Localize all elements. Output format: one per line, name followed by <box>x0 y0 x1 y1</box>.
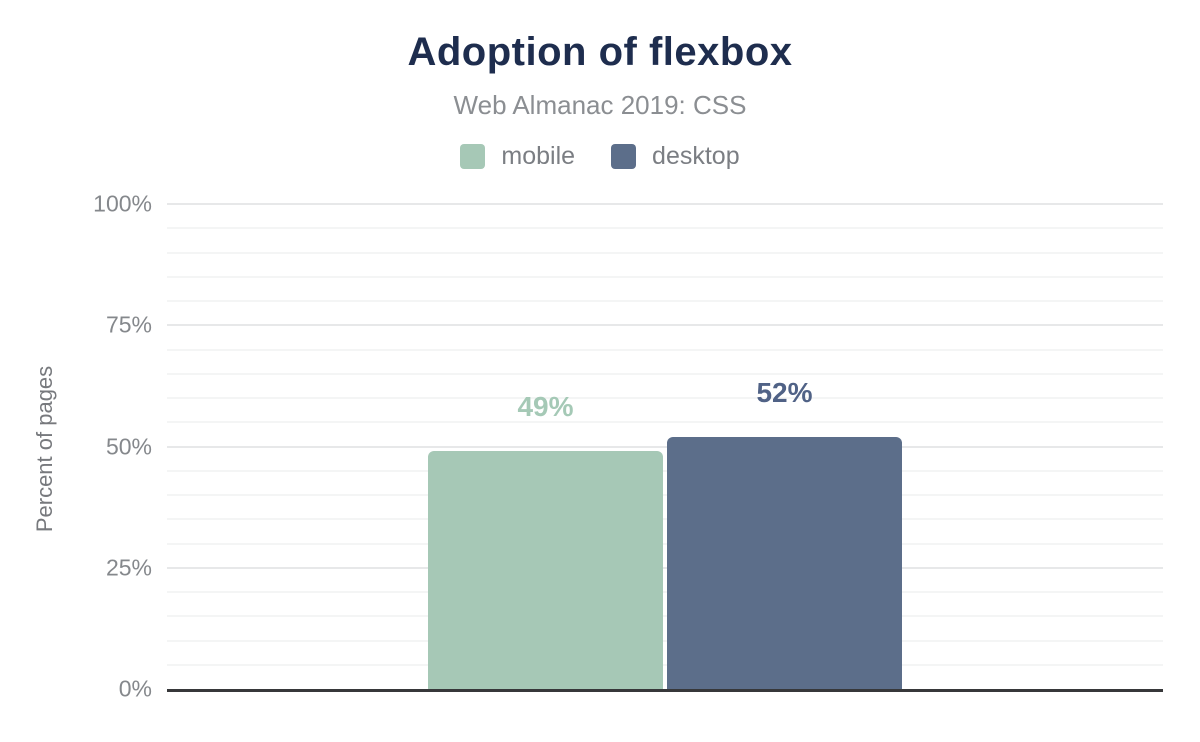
legend-label-desktop: desktop <box>652 142 740 170</box>
minor-gridline <box>167 348 1163 351</box>
major-gridline <box>167 445 1163 448</box>
chart-title: Adoption of flexbox <box>407 30 793 74</box>
minor-gridline <box>167 615 1163 618</box>
legend-item-desktop[interactable]: desktop <box>611 142 740 171</box>
legend-swatch-mobile <box>460 144 486 169</box>
legend: mobile desktop <box>0 142 1200 171</box>
y-tick-label: 75% <box>105 311 152 338</box>
legend-label-mobile: mobile <box>501 142 576 170</box>
minor-gridline <box>167 469 1163 472</box>
minor-gridline <box>167 663 1163 666</box>
minor-gridline <box>167 372 1163 375</box>
minor-gridline <box>167 494 1163 496</box>
minor-gridline <box>167 518 1163 521</box>
major-gridline <box>167 203 1163 205</box>
minor-gridline <box>167 227 1163 230</box>
legend-swatch-desktop <box>611 144 637 169</box>
bar-desktop[interactable] <box>667 436 902 689</box>
minor-gridline <box>167 397 1163 399</box>
major-gridline <box>167 566 1163 569</box>
bar-value-label-mobile: 49% <box>517 391 574 423</box>
y-tick-label: 50% <box>105 433 152 459</box>
y-tick-label: 25% <box>105 554 152 581</box>
chart-subtitle: Web Almanac 2019: CSS <box>453 90 747 120</box>
minor-gridline <box>167 591 1163 593</box>
bar-mobile[interactable] <box>428 451 663 689</box>
minor-gridline <box>167 542 1163 545</box>
minor-gridline <box>167 421 1163 424</box>
y-tick-label: 100% <box>93 190 152 217</box>
minor-gridline <box>167 300 1163 302</box>
minor-gridline <box>167 275 1163 278</box>
minor-gridline <box>167 251 1163 254</box>
plot-area: 0% 25% 50% 75% 100% 49% 52% <box>93 191 1163 702</box>
legend-item-mobile[interactable]: mobile <box>460 142 575 171</box>
bar-value-label-desktop: 52% <box>756 376 813 408</box>
y-axis-title: Percent of pages <box>32 365 57 533</box>
y-tick-label: 0% <box>118 675 152 702</box>
minor-gridline <box>167 639 1163 642</box>
major-gridline <box>167 324 1163 327</box>
